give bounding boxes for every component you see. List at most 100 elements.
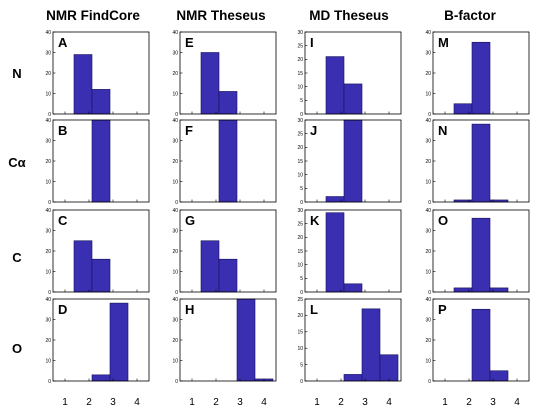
x-tick-label: 2 [466, 397, 472, 408]
histogram-bar [343, 83, 363, 115]
y-tick-label: 0 [428, 200, 431, 206]
y-tick-label: 10 [45, 358, 51, 364]
y-tick-label: 0 [428, 112, 431, 118]
y-tick-label: 0 [48, 290, 51, 296]
histogram-bar [73, 54, 93, 115]
y-tick-label: 0 [48, 379, 51, 385]
y-tick-label: 40 [45, 208, 51, 214]
histogram-bar [73, 240, 93, 293]
y-tick-label: 30 [172, 138, 178, 144]
panel-letter: G [185, 213, 195, 228]
x-tick-label: 4 [261, 397, 267, 408]
y-tick-label: 30 [297, 118, 303, 124]
y-tick-label: 20 [45, 249, 51, 255]
x-tick-label: 2 [213, 397, 219, 408]
y-tick-label: 10 [297, 84, 303, 90]
y-tick-label: 20 [297, 313, 303, 319]
column-title: NMR FindCore [46, 8, 140, 23]
y-tick-label: 25 [297, 131, 303, 137]
y-tick-label: 0 [175, 200, 178, 206]
y-tick-label: 30 [425, 317, 431, 323]
x-tick-label: 1 [62, 397, 68, 408]
histogram-bar [200, 52, 220, 115]
panel-frame [304, 209, 402, 293]
histogram-bar [218, 258, 238, 293]
panel-letter: F [185, 123, 193, 138]
y-tick-label: 0 [300, 112, 303, 118]
y-tick-label: 0 [175, 290, 178, 296]
histogram-bar [471, 217, 491, 293]
histogram-bar [471, 123, 491, 203]
y-tick-label: 10 [297, 346, 303, 352]
y-tick-label: 10 [425, 358, 431, 364]
y-tick-label: 15 [297, 249, 303, 255]
histogram-bar [343, 119, 363, 203]
y-tick-label: 10 [172, 358, 178, 364]
y-tick-label: 40 [45, 118, 51, 124]
y-tick-label: 40 [172, 297, 178, 303]
y-tick-label: 40 [172, 30, 178, 36]
histogram-bar [218, 119, 238, 203]
y-tick-label: 0 [175, 379, 178, 385]
panel-letter: D [58, 302, 67, 317]
y-tick-label: 15 [297, 330, 303, 336]
y-tick-label: 25 [297, 297, 303, 303]
y-tick-label: 40 [425, 208, 431, 214]
panel-letter: J [310, 123, 317, 138]
panel-letter: B [58, 123, 67, 138]
y-tick-label: 10 [45, 269, 51, 275]
panel-frame [52, 298, 150, 382]
y-tick-label: 5 [300, 186, 303, 192]
y-tick-label: 5 [300, 362, 303, 368]
x-tick-label: 1 [189, 397, 195, 408]
y-tick-label: 10 [45, 91, 51, 97]
histogram-bar [91, 89, 111, 115]
histogram-bar [218, 91, 238, 115]
panel-letter: P [438, 302, 447, 317]
x-tick-label: 4 [134, 397, 140, 408]
column-title: NMR Theseus [176, 8, 265, 23]
x-tick-label: 3 [110, 397, 116, 408]
y-tick-label: 10 [297, 262, 303, 268]
x-tick-label: 3 [237, 397, 243, 408]
y-tick-label: 40 [172, 118, 178, 124]
y-tick-label: 20 [297, 57, 303, 63]
y-tick-label: 20 [297, 145, 303, 151]
panel-letter: I [310, 35, 314, 50]
y-tick-label: 0 [48, 112, 51, 118]
y-tick-label: 30 [172, 228, 178, 234]
y-tick-label: 10 [172, 91, 178, 97]
y-tick-label: 15 [297, 71, 303, 77]
y-tick-label: 20 [425, 71, 431, 77]
y-tick-label: 10 [297, 172, 303, 178]
y-tick-label: 30 [425, 50, 431, 56]
y-tick-label: 25 [297, 221, 303, 227]
histogram-bar [343, 283, 363, 293]
x-tick-label: 2 [86, 397, 92, 408]
y-tick-label: 30 [425, 228, 431, 234]
y-tick-label: 30 [425, 138, 431, 144]
y-tick-label: 10 [425, 91, 431, 97]
y-tick-label: 30 [297, 208, 303, 214]
y-tick-label: 20 [297, 235, 303, 241]
y-tick-label: 30 [45, 228, 51, 234]
panel-letter: C [58, 213, 68, 228]
panel-letter: H [185, 302, 194, 317]
y-tick-label: 40 [45, 30, 51, 36]
y-tick-label: 30 [45, 50, 51, 56]
y-tick-label: 5 [300, 276, 303, 282]
histogram-bar [343, 374, 363, 382]
y-tick-label: 20 [172, 71, 178, 77]
y-tick-label: 40 [425, 297, 431, 303]
histogram-bar [200, 240, 220, 293]
y-tick-label: 0 [300, 290, 303, 296]
histogram-bar [379, 354, 399, 382]
histogram-bar [236, 298, 256, 382]
y-tick-label: 30 [172, 50, 178, 56]
y-tick-label: 30 [172, 317, 178, 323]
panel-letter: E [185, 35, 194, 50]
panel-letter: L [310, 302, 318, 317]
panel-frame [304, 298, 402, 382]
y-tick-label: 0 [48, 200, 51, 206]
